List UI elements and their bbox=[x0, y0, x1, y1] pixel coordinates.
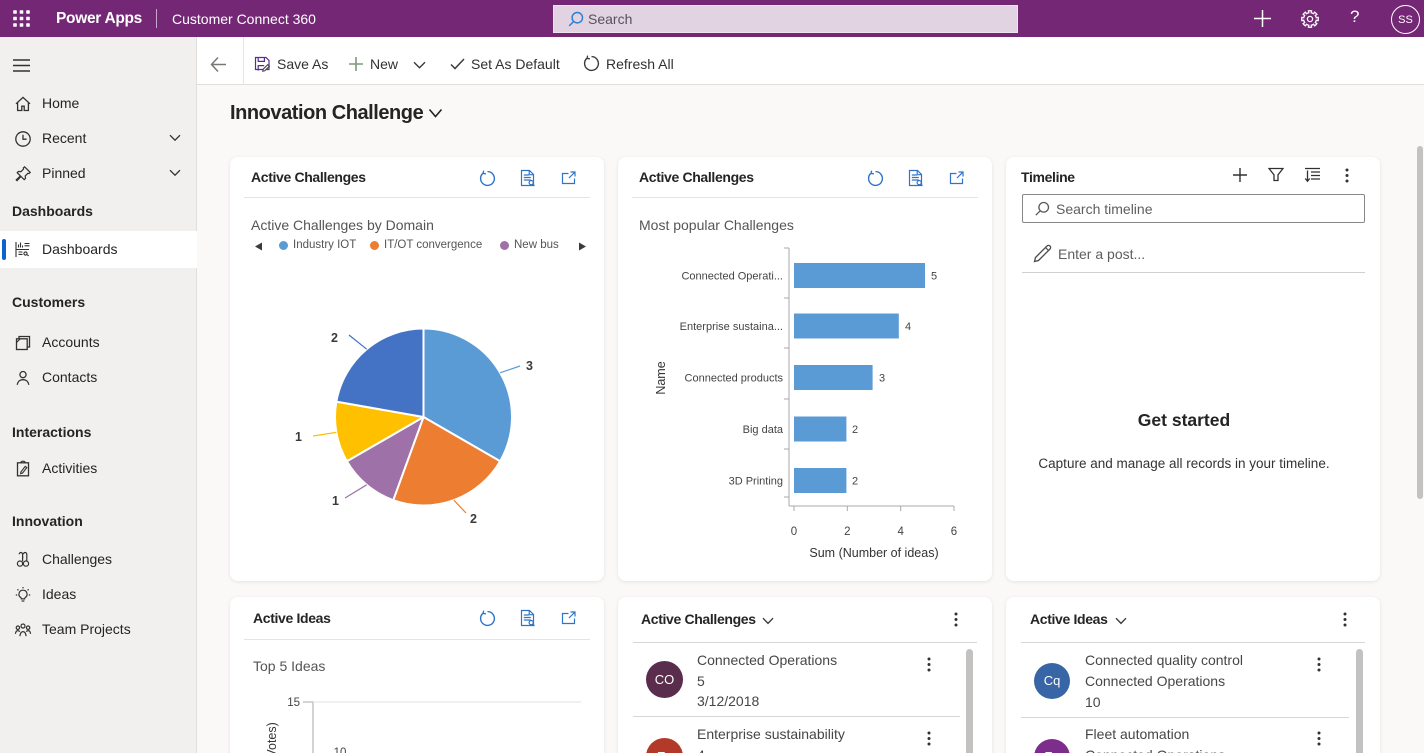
svg-text:3D Printing: 3D Printing bbox=[729, 476, 783, 488]
svg-text:Enterprise sustaina...: Enterprise sustaina... bbox=[680, 321, 783, 333]
svg-text:2: 2 bbox=[844, 526, 850, 538]
svg-text:0: 0 bbox=[791, 526, 797, 538]
svg-text:(Votes): (Votes) bbox=[265, 722, 279, 753]
svg-text:Sum (Number of ideas): Sum (Number of ideas) bbox=[809, 546, 938, 560]
svg-text:4: 4 bbox=[897, 526, 904, 538]
svg-text:3: 3 bbox=[526, 359, 533, 373]
svg-text:10: 10 bbox=[334, 747, 347, 753]
svg-text:1: 1 bbox=[295, 430, 302, 444]
svg-text:Connected products: Connected products bbox=[685, 373, 784, 385]
svg-text:2: 2 bbox=[470, 512, 477, 526]
svg-text:2: 2 bbox=[331, 331, 338, 345]
svg-text:15: 15 bbox=[287, 697, 300, 709]
svg-text:2: 2 bbox=[852, 476, 858, 488]
svg-text:3: 3 bbox=[879, 373, 885, 385]
svg-text:1: 1 bbox=[332, 494, 339, 508]
svg-text:4: 4 bbox=[905, 321, 911, 333]
svg-text:5: 5 bbox=[931, 271, 937, 283]
svg-text:6: 6 bbox=[951, 526, 957, 538]
svg-text:Connected Operati...: Connected Operati... bbox=[681, 271, 783, 283]
svg-text:Name: Name bbox=[654, 361, 668, 394]
svg-text:Big data: Big data bbox=[743, 424, 784, 436]
svg-text:2: 2 bbox=[852, 424, 858, 436]
